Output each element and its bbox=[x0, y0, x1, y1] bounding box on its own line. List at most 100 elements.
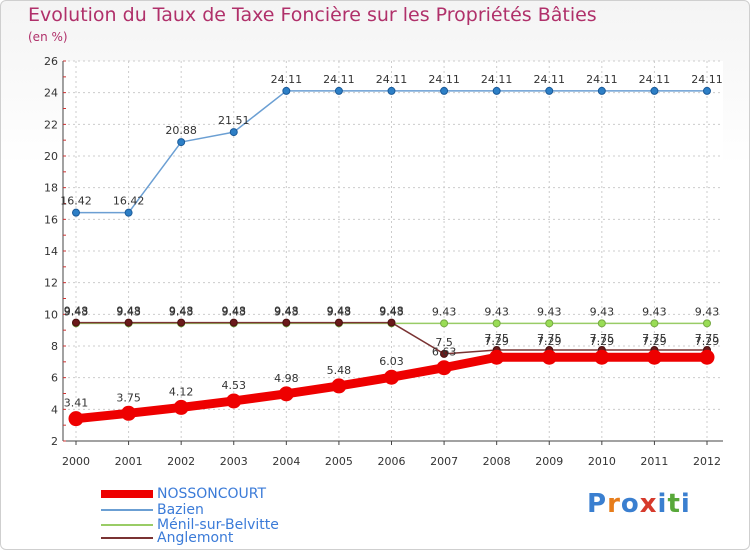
data-point bbox=[597, 86, 606, 95]
data-label: 7.75 bbox=[537, 332, 562, 345]
data-point bbox=[440, 319, 449, 328]
data-label: 9.43 bbox=[169, 305, 194, 318]
y-tick-label: 22 bbox=[44, 118, 58, 131]
x-tick-label: 2012 bbox=[693, 455, 721, 468]
logo-letter: o bbox=[620, 489, 640, 519]
data-point bbox=[492, 319, 501, 328]
series-nossoncourt: 3.41 3.75 4.12 4.53 4.98 5.48 6.03 6.63 7.29 7.29… bbox=[64, 335, 719, 427]
data-point bbox=[331, 378, 347, 394]
data-label: 24.11 bbox=[323, 73, 355, 86]
legend-label: Anglemont bbox=[157, 530, 234, 546]
data-label: 24.11 bbox=[534, 73, 566, 86]
legend-item-bazien: Bazien bbox=[101, 502, 204, 518]
data-label: 7.29 bbox=[590, 335, 615, 348]
data-label: 6.03 bbox=[379, 355, 404, 368]
data-label: 7.29 bbox=[642, 335, 667, 348]
data-label: 9.48 bbox=[116, 305, 141, 318]
y-axis-unit-label: (en %) bbox=[28, 30, 68, 44]
data-label: 24.11 bbox=[271, 73, 303, 86]
data-point bbox=[646, 349, 662, 365]
logo-letter: i bbox=[680, 489, 691, 519]
y-tick-label: 16 bbox=[44, 213, 58, 226]
data-label: 7.29 bbox=[537, 335, 562, 348]
data-label: 16.42 bbox=[60, 195, 92, 208]
y-tick-label: 6 bbox=[51, 372, 58, 385]
data-point bbox=[703, 319, 711, 328]
data-label: 21.51 bbox=[218, 114, 250, 127]
data-point bbox=[387, 318, 396, 327]
legend-swatch bbox=[101, 537, 153, 539]
grid bbox=[63, 60, 723, 442]
data-label: 9.48 bbox=[64, 305, 89, 318]
data-label: 9.43 bbox=[274, 305, 299, 318]
legend-label: Ménil-sur-Belvitte bbox=[157, 517, 279, 533]
logo-letter: r bbox=[607, 489, 621, 519]
data-point bbox=[282, 86, 291, 95]
data-label: 9.43 bbox=[116, 305, 141, 318]
data-label: 9.48 bbox=[222, 305, 247, 318]
logo-letter: P bbox=[587, 489, 608, 519]
y-tick-label: 20 bbox=[44, 150, 58, 163]
data-point bbox=[492, 86, 501, 95]
data-label: 7.75 bbox=[695, 332, 720, 345]
data-label: 9.43 bbox=[222, 305, 247, 318]
y-tick-label: 26 bbox=[44, 55, 58, 68]
y-tick-label: 10 bbox=[44, 308, 58, 321]
y-tick-label: 2 bbox=[51, 435, 58, 448]
data-point bbox=[545, 86, 554, 95]
data-label: 9.48 bbox=[379, 305, 404, 318]
data-label: 9.43 bbox=[64, 305, 89, 318]
data-point bbox=[489, 349, 505, 365]
data-point bbox=[72, 318, 80, 327]
data-label: 3.41 bbox=[64, 397, 89, 410]
data-point bbox=[699, 349, 715, 365]
data-point bbox=[334, 86, 343, 95]
data-point bbox=[384, 369, 399, 385]
x-tick-label: 2006 bbox=[378, 455, 406, 468]
data-point bbox=[594, 349, 610, 365]
legend-swatch bbox=[101, 524, 153, 526]
data-label: 9.43 bbox=[379, 305, 404, 318]
x-tick-label: 2009 bbox=[535, 455, 563, 468]
data-label: 9.43 bbox=[537, 305, 562, 318]
data-label: 7.75 bbox=[642, 332, 667, 345]
data-point bbox=[68, 411, 84, 427]
data-point bbox=[282, 318, 291, 327]
data-point bbox=[226, 393, 242, 409]
data-label: 24.11 bbox=[586, 73, 618, 86]
data-point bbox=[124, 208, 133, 217]
legend-swatch bbox=[101, 490, 153, 498]
x-tick-label: 2005 bbox=[325, 455, 353, 468]
data-point bbox=[703, 86, 711, 95]
data-point bbox=[72, 208, 80, 217]
x-tick-label: 2001 bbox=[115, 455, 143, 468]
data-label: 9.43 bbox=[642, 305, 667, 318]
y-tick-label: 24 bbox=[44, 87, 58, 100]
data-label: 24.11 bbox=[376, 73, 408, 86]
data-label: 7.5 bbox=[435, 336, 453, 349]
y-tick-label: 8 bbox=[51, 340, 58, 353]
y-tick-label: 12 bbox=[44, 277, 58, 290]
data-point bbox=[177, 318, 186, 327]
data-label: 20.88 bbox=[165, 124, 197, 137]
data-point bbox=[436, 360, 452, 376]
data-label: 9.48 bbox=[169, 305, 194, 318]
series-bazien: 16.42 16.42 20.88 21.51 24.11 24.11 24.11 24.11… bbox=[60, 73, 723, 217]
legend-item-nossoncourt: NOSSONCOURT bbox=[101, 486, 266, 502]
data-point bbox=[124, 318, 133, 327]
x-tick-label: 2007 bbox=[430, 455, 458, 468]
data-label: 24.11 bbox=[639, 73, 671, 86]
data-point bbox=[334, 318, 343, 327]
x-tick-label: 2002 bbox=[167, 455, 195, 468]
data-label: 4.53 bbox=[222, 379, 247, 392]
data-point bbox=[541, 349, 557, 365]
data-label: 7.75 bbox=[590, 332, 615, 345]
data-point bbox=[229, 128, 238, 137]
data-label: 4.12 bbox=[169, 385, 194, 398]
logo-letter: t bbox=[667, 489, 681, 519]
data-point bbox=[387, 86, 396, 95]
y-tick-label: 14 bbox=[44, 245, 58, 258]
legend-label: Bazien bbox=[157, 502, 204, 518]
